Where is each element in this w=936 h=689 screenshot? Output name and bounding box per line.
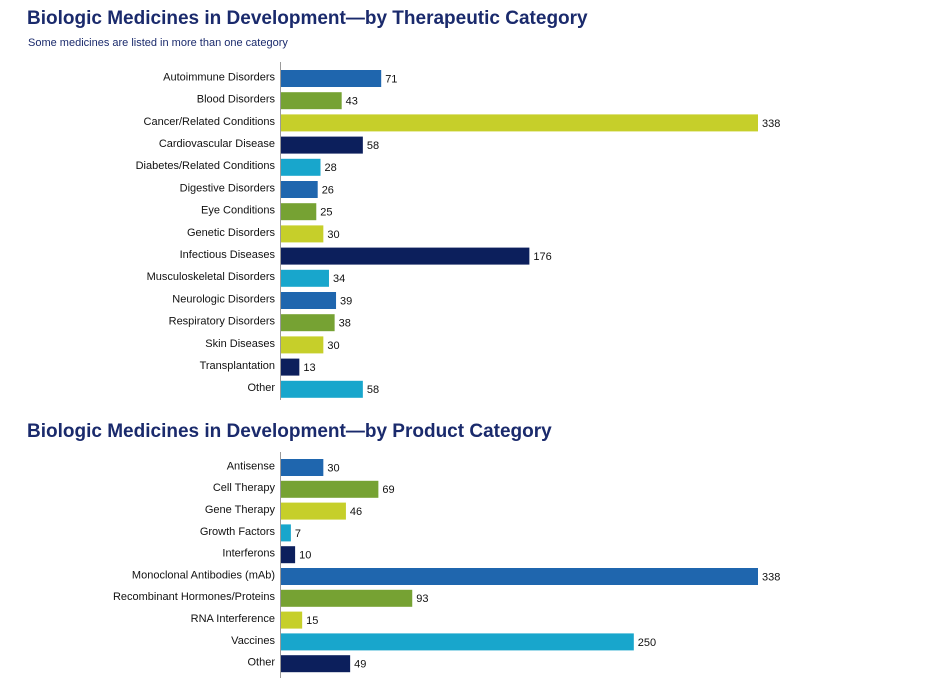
product-data-label-other: 49 — [354, 659, 366, 671]
product-tick-label-growth-factors: Growth Factors — [200, 526, 276, 538]
therapeutic-data-label-infectious-diseases: 176 — [533, 251, 551, 263]
therapeutic-tick-label-transplantation: Transplantation — [200, 360, 275, 372]
product-bar-monoclonal-antibodies-mab — [281, 568, 758, 585]
therapeutic-data-label-cardiovascular-disease: 58 — [367, 140, 379, 152]
therapeutic-tick-label-skin-diseases: Skin Diseases — [205, 338, 275, 350]
product-data-label-growth-factors: 7 — [295, 528, 301, 540]
product-tick-label-interferons: Interferons — [222, 548, 275, 560]
product-bar-gene-therapy — [281, 502, 346, 520]
therapeutic-tick-label-diabetes-related-conditions: Diabetes/Related Conditions — [136, 160, 276, 172]
product-bar-other — [281, 655, 351, 673]
therapeutic-tick-label-cardiovascular-disease: Cardiovascular Disease — [159, 138, 275, 150]
product-bar-vaccines — [281, 633, 634, 651]
therapeutic-bar-respiratory-disorders — [281, 314, 335, 332]
therapeutic-chart-title: Biologic Medicines in Development—by The… — [27, 8, 588, 29]
therapeutic-bar-transplantation — [281, 358, 300, 376]
therapeutic-bar-digestive-disorders — [281, 181, 318, 198]
therapeutic-tick-label-eye-conditions: Eye Conditions — [201, 205, 275, 217]
product-tick-label-monoclonal-antibodies-mab: Monoclonal Antibodies (mAb) — [132, 569, 275, 581]
product-tick-label-other: Other — [247, 657, 275, 669]
therapeutic-bar-genetic-disorders — [281, 225, 324, 243]
product-data-label-interferons: 10 — [299, 550, 311, 562]
product-data-label-rna-interference: 15 — [306, 615, 318, 627]
therapeutic-data-label-skin-diseases: 30 — [327, 340, 339, 352]
therapeutic-bar-blood-disorders — [281, 92, 342, 110]
therapeutic-tick-label-digestive-disorders: Digestive Disorders — [180, 182, 276, 194]
product-bar-interferons — [281, 546, 296, 564]
product-data-label-antisense: 30 — [327, 462, 339, 474]
product-data-label-monoclonal-antibodies-mab: 338 — [762, 571, 780, 583]
therapeutic-data-label-other: 58 — [367, 384, 379, 396]
therapeutic-data-label-transplantation: 13 — [303, 362, 315, 374]
therapeutic-tick-label-respiratory-disorders: Respiratory Disorders — [169, 316, 276, 328]
therapeutic-data-label-respiratory-disorders: 38 — [339, 318, 351, 330]
therapeutic-data-label-digestive-disorders: 26 — [322, 184, 334, 196]
therapeutic-tick-label-musculoskeletal-disorders: Musculoskeletal Disorders — [147, 271, 276, 283]
product-bar-antisense — [281, 459, 324, 476]
therapeutic-bar-autoimmune-disorders — [281, 70, 382, 87]
therapeutic-bar-neurologic-disorders — [281, 292, 337, 309]
therapeutic-bar-infectious-diseases — [281, 247, 530, 265]
therapeutic-tick-label-infectious-diseases: Infectious Diseases — [180, 249, 276, 261]
therapeutic-data-label-musculoskeletal-disorders: 34 — [333, 273, 345, 285]
product-data-label-gene-therapy: 46 — [350, 506, 362, 518]
therapeutic-data-label-diabetes-related-conditions: 28 — [325, 162, 337, 174]
product-chart-title: Biologic Medicines in Development—by Pro… — [27, 421, 552, 442]
product-bar-growth-factors — [281, 524, 291, 542]
product-bar-rna-interference — [281, 611, 303, 629]
product-tick-label-antisense: Antisense — [227, 460, 275, 472]
therapeutic-bar-cancer-related-conditions — [281, 114, 758, 132]
therapeutic-chart-subtitle: Some medicines are listed in more than o… — [28, 37, 288, 49]
therapeutic-tick-label-genetic-disorders: Genetic Disorders — [187, 227, 276, 239]
therapeutic-bar-musculoskeletal-disorders — [281, 269, 329, 287]
product-tick-label-cell-therapy: Cell Therapy — [213, 482, 276, 494]
therapeutic-tick-label-blood-disorders: Blood Disorders — [197, 94, 276, 106]
product-data-label-vaccines: 250 — [638, 637, 656, 649]
product-bar-recombinant-hormones-proteins — [281, 589, 413, 607]
therapeutic-tick-label-autoimmune-disorders: Autoimmune Disorders — [163, 71, 275, 83]
therapeutic-data-label-genetic-disorders: 30 — [327, 229, 339, 241]
product-tick-label-rna-interference: RNA Interference — [191, 613, 275, 625]
product-data-label-recombinant-hormones-proteins: 93 — [416, 593, 428, 605]
therapeutic-bar-skin-diseases — [281, 336, 324, 354]
therapeutic-data-label-autoimmune-disorders: 71 — [385, 73, 397, 85]
therapeutic-data-label-cancer-related-conditions: 338 — [762, 118, 780, 130]
therapeutic-bar-other — [281, 380, 363, 398]
product-bar-cell-therapy — [281, 480, 379, 498]
product-tick-label-recombinant-hormones-proteins: Recombinant Hormones/Proteins — [113, 591, 276, 603]
therapeutic-data-label-eye-conditions: 25 — [320, 207, 332, 219]
product-tick-label-gene-therapy: Gene Therapy — [205, 504, 276, 516]
therapeutic-tick-label-neurologic-disorders: Neurologic Disorders — [172, 293, 275, 305]
therapeutic-data-label-neurologic-disorders: 39 — [340, 295, 352, 307]
therapeutic-category-bar-chart: Autoimmune Disorders 71 Blood Disorders 43 C… — [136, 62, 780, 400]
product-category-bar-chart: Antisense 30 Cell Therapy 69 Gene Therapy 46 G… — [113, 452, 780, 678]
therapeutic-bar-cardiovascular-disease — [281, 136, 363, 154]
product-tick-label-vaccines: Vaccines — [231, 635, 275, 647]
therapeutic-bar-diabetes-related-conditions — [281, 158, 321, 176]
therapeutic-bar-eye-conditions — [281, 203, 317, 221]
therapeutic-tick-label-other: Other — [247, 382, 275, 394]
therapeutic-tick-label-cancer-related-conditions: Cancer/Related Conditions — [144, 116, 276, 128]
therapeutic-data-label-blood-disorders: 43 — [346, 96, 358, 108]
product-data-label-cell-therapy: 69 — [382, 484, 394, 496]
